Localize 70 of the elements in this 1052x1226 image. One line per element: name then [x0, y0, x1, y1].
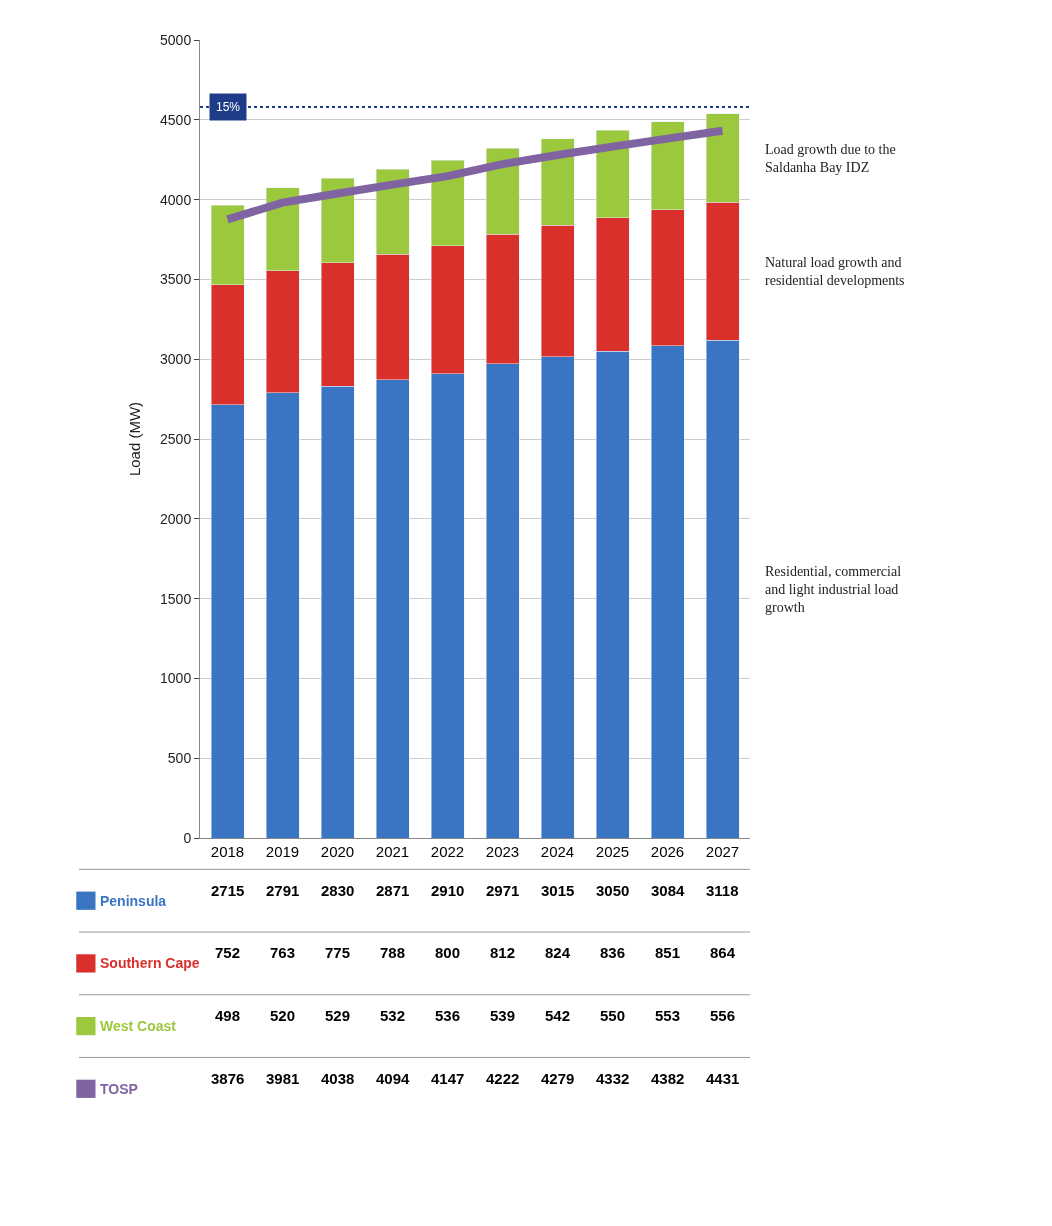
text: Natural load growth and residential developments: [765, 255, 905, 289]
y-tick-label: 1500: [160, 590, 192, 607]
data-label: 4222: [486, 1070, 520, 1087]
annotation: 15%: [216, 100, 241, 114]
data-label: 542: [545, 1007, 571, 1024]
data-label: 4279: [541, 1070, 575, 1087]
legend-label: Southern Cape: [100, 955, 200, 971]
data-label: 550: [600, 1007, 626, 1024]
x-tick-label: 2024: [540, 843, 575, 860]
data-label: 553: [655, 1007, 681, 1024]
data-label: 824: [545, 944, 571, 961]
y-tick-label: 3500: [160, 271, 192, 288]
x-tick-label: 2022: [430, 843, 465, 860]
legend-label: TOSP: [100, 1081, 138, 1097]
data-label: 864: [710, 944, 736, 961]
data-label: 2871: [376, 882, 410, 899]
y-axis-title: Load (MW): [126, 401, 144, 477]
data-label: 2971: [486, 882, 520, 899]
data-label: 539: [490, 1007, 516, 1024]
x-tick-label: 2025: [595, 843, 630, 860]
y-tick-label: 4000: [160, 191, 192, 208]
data-label: 2830: [321, 882, 355, 899]
data-label: 556: [710, 1007, 736, 1024]
x-tick-label: 2020: [320, 843, 355, 860]
data-label: 532: [380, 1007, 406, 1024]
data-label: 536: [435, 1007, 461, 1024]
x-tick-label: 2026: [650, 843, 685, 860]
data-label: 2791: [266, 882, 300, 899]
y-tick-label: 2000: [160, 510, 192, 527]
x-tick-label: 2023: [485, 843, 520, 860]
y-tick-label: 3000: [160, 351, 192, 368]
x-tick-label: 2027: [705, 843, 740, 860]
y-tick-label: 4500: [160, 111, 192, 128]
data-label: 851: [655, 944, 681, 961]
data-label: 3876: [211, 1070, 245, 1087]
data-label: 788: [380, 944, 406, 961]
x-tick-label: 2021: [375, 843, 410, 860]
data-label: 836: [600, 944, 626, 961]
data-label: 520: [270, 1007, 296, 1024]
text: Residential, commercial and light industrial load growth: [765, 564, 902, 616]
data-label: 4382: [651, 1070, 685, 1087]
data-label: 3050: [596, 882, 630, 899]
data-label: 3015: [541, 882, 575, 899]
data-label: 752: [215, 944, 241, 961]
y-tick-label: 5000: [160, 31, 192, 48]
data-label: 3084: [651, 882, 686, 899]
data-label: 4038: [321, 1070, 355, 1087]
data-label: 2715: [211, 882, 245, 899]
text: Load growth due to the Saldanha Bay IDZ: [765, 142, 896, 176]
data-label: 763: [270, 944, 296, 961]
data-label: 4332: [596, 1070, 630, 1087]
data-label: 812: [490, 944, 516, 961]
y-tick-label: 2500: [160, 430, 192, 447]
data-label: 529: [325, 1007, 351, 1024]
data-label: 3981: [266, 1070, 300, 1087]
x-tick-label: 2018: [210, 843, 245, 860]
x-tick-label: 2019: [265, 843, 300, 860]
data-label: 4147: [431, 1070, 465, 1087]
data-label: 498: [215, 1007, 241, 1024]
data-label: 800: [435, 944, 461, 961]
data-label: 4431: [706, 1070, 740, 1087]
data-label: 3118: [706, 882, 739, 899]
data-label: 2910: [431, 882, 465, 899]
y-tick-label: 1000: [160, 670, 192, 687]
data-label: 4094: [376, 1070, 411, 1087]
legend-label: Peninsula: [100, 893, 167, 909]
y-tick-label: 500: [167, 750, 192, 767]
data-label: 775: [325, 944, 351, 961]
y-tick-label: 0: [183, 829, 192, 846]
legend-label: West Coast: [100, 1018, 177, 1034]
